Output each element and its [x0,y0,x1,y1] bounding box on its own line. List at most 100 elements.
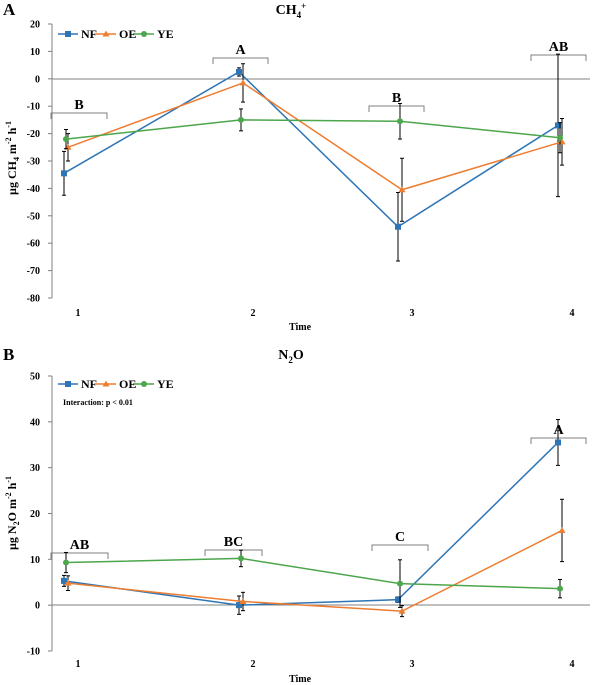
group-letter: B [74,98,83,113]
group-letter: A [235,43,246,58]
panel-a-y-ticks: 20 10 0 -10 -20 -30 -40 -50 -60 -70 -80 [27,20,52,305]
x-tick-label: 4 [570,308,575,319]
panel-b-x-ticks: 1 2 3 4 [76,659,575,670]
legend-a-ye-label: YE [157,27,174,41]
legend-b-nf-label: NF [81,377,97,391]
series-ye-point [557,134,563,141]
x-tick-label: 1 [76,308,81,319]
series-nf-line [63,441,559,606]
legend-b-nf[interactable]: NF [58,377,97,391]
panel-b-legend: NF OE YE [58,377,174,391]
group-letter: C [395,530,405,545]
x-tick-label: 3 [410,659,415,670]
panel-a-x-ticks: 1 2 3 4 [76,308,575,319]
group-letter: B [392,91,401,106]
series-nf-point [555,122,561,129]
x-tick-label: 1 [76,659,81,670]
series-ye-point [238,555,244,562]
y-tick-label: -20 [27,129,40,140]
y-tick-label: 20 [30,20,40,31]
y-tick-label: 50 [30,372,40,383]
legend-b-oe[interactable]: OE [96,377,136,391]
panel-a-y-label: µg CH4 m-2 h-1 [4,121,21,195]
panel-a-y-axis: 20 10 0 -10 -20 -30 -40 -50 -60 -70 -80 [27,20,53,305]
panel-a: A CH4+ 20 10 0 -10 -20 -30 -40 -50 -60 -70 -80 1 2 3… [3,0,590,333]
series-ye-point [63,136,69,143]
legend-a-oe[interactable]: OE [96,27,136,41]
panel-b-y-axis: 50 40 30 20 10 0 -10 [27,372,53,658]
group-letter: AB [549,40,568,55]
panel-b-y-label: µg N2O m-2 h-1 [4,476,21,550]
y-tick-label: -10 [27,647,40,658]
y-tick-label: -10 [27,102,40,113]
legend-b-ye-label: YE [157,377,174,391]
series-nf-point [236,602,242,609]
x-tick-label: 2 [251,308,256,319]
series-nf-point [61,577,67,584]
panel-a-x-label: Time [289,322,312,333]
group-bracket [50,112,108,119]
group-letter: A [553,423,564,438]
panel-b-group-brackets: AB BC C A [50,423,587,559]
legend-a-nf-label: NF [81,27,97,41]
x-tick-label: 4 [570,659,575,670]
group-bracket [371,544,429,551]
panel-b-title: N2O [278,348,304,365]
panel-b: B N2O 50 40 30 20 10 0 -10 1 2 3 4 Time µg N2O m-… [3,345,590,685]
y-tick-label: -30 [27,157,40,168]
legend-a-ye-marker [141,31,147,37]
panel-a-label: A [3,0,16,19]
series-nf-point [236,68,242,75]
series-nf-line [63,71,559,228]
series-oe-point [558,526,566,533]
y-tick-label: -70 [27,266,40,277]
y-tick-label: -40 [27,184,40,195]
panel-a-series [61,53,566,262]
series-oe-point [239,79,247,86]
x-tick-label: 3 [410,308,415,319]
panel-b-y-ticks: 50 40 30 20 10 0 -10 [27,372,52,658]
y-tick-label: 20 [30,509,40,520]
y-tick-label: -80 [27,294,40,305]
y-tick-label: 0 [35,74,40,85]
panel-b-label: B [3,345,14,364]
panel-b-x-label: Time [289,674,312,685]
legend-a-oe-label: OE [119,27,136,41]
series-nf-point [395,223,401,230]
y-tick-label: 0 [35,601,40,612]
group-bracket [50,552,109,559]
series-oe-point [64,579,72,586]
panel-b-series [61,419,566,618]
series-ye-line [65,119,561,140]
series-ye-point [397,580,403,587]
series-oe-point [239,598,247,604]
legend-a-ye[interactable]: YE [134,27,174,41]
panel-a-legend: NF OE YE [58,27,174,41]
legend-b-ye[interactable]: YE [134,377,174,391]
y-tick-label: 30 [30,463,40,474]
series-nf-point [395,596,401,603]
legend-b-nf-marker [65,381,71,387]
panel-a-title: CH4+ [276,1,307,20]
legend-a-oe-marker [102,30,110,37]
group-bracket [212,57,269,64]
group-letter: AB [70,538,89,553]
legend-b-ye-marker [141,381,147,387]
panel-b-interaction-note: Interaction: p < 0.01 [63,398,133,407]
series-ye-point [397,118,403,125]
series-nf-point [555,439,561,446]
series-ye-point [63,559,69,566]
series-oe-point [398,186,406,193]
series-oe-line [67,82,563,191]
legend-a-nf[interactable]: NF [58,27,97,41]
y-tick-label: 40 [30,417,40,428]
series-ye-line [65,557,561,590]
group-letter: BC [224,535,243,550]
group-bracket [368,105,425,112]
series-oe-line [67,529,563,612]
legend-b-oe-marker [102,380,110,387]
series-nf-point [61,170,67,177]
series-ye-point [557,585,563,592]
x-tick-label: 2 [251,659,256,670]
